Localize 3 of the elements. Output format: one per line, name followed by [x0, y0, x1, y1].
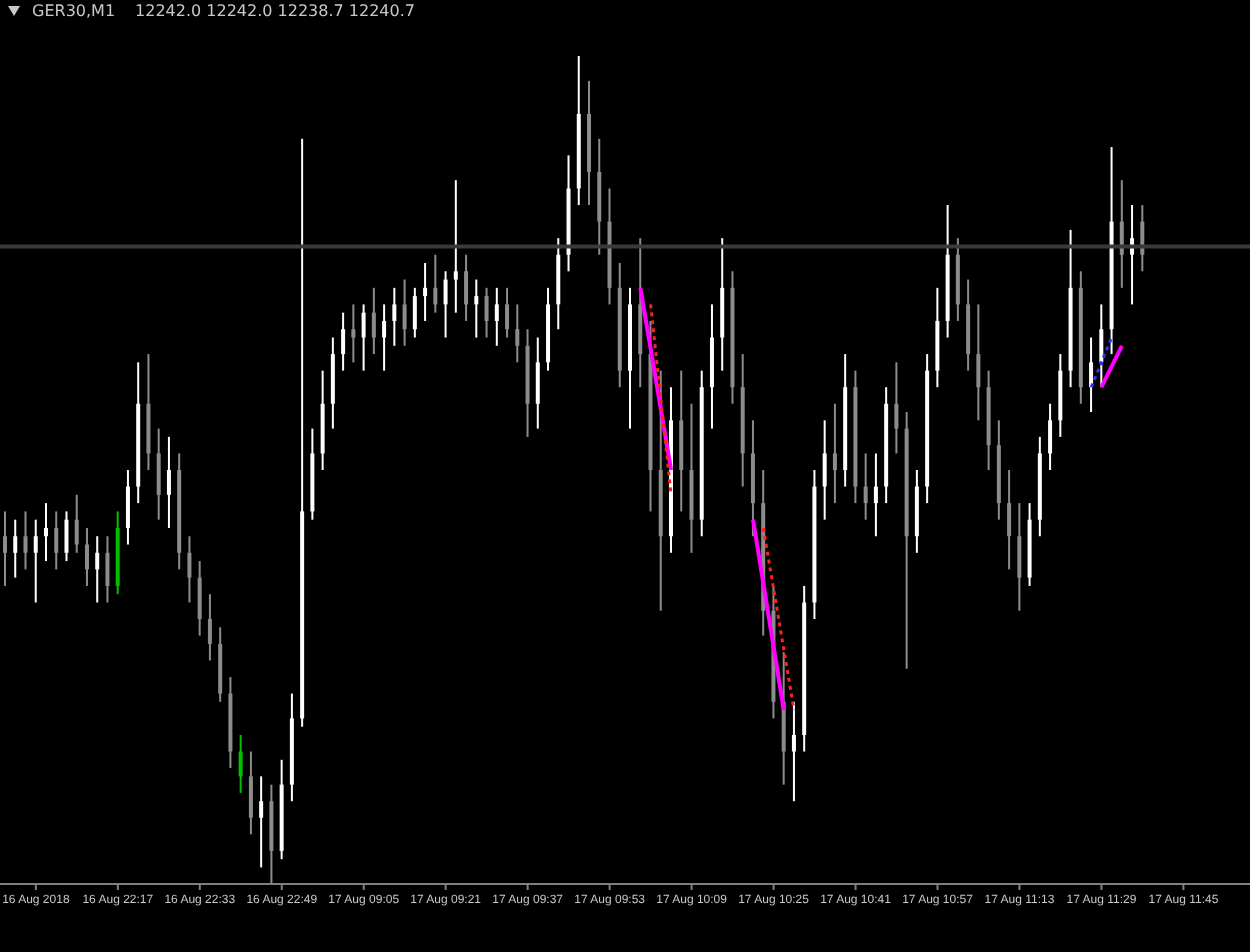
candlestick: [453, 180, 458, 313]
chart-subtitle: 12242.0 12242.0 12238.7 12240.7: [135, 2, 415, 20]
chart-title: GER30,M1: [32, 2, 116, 20]
